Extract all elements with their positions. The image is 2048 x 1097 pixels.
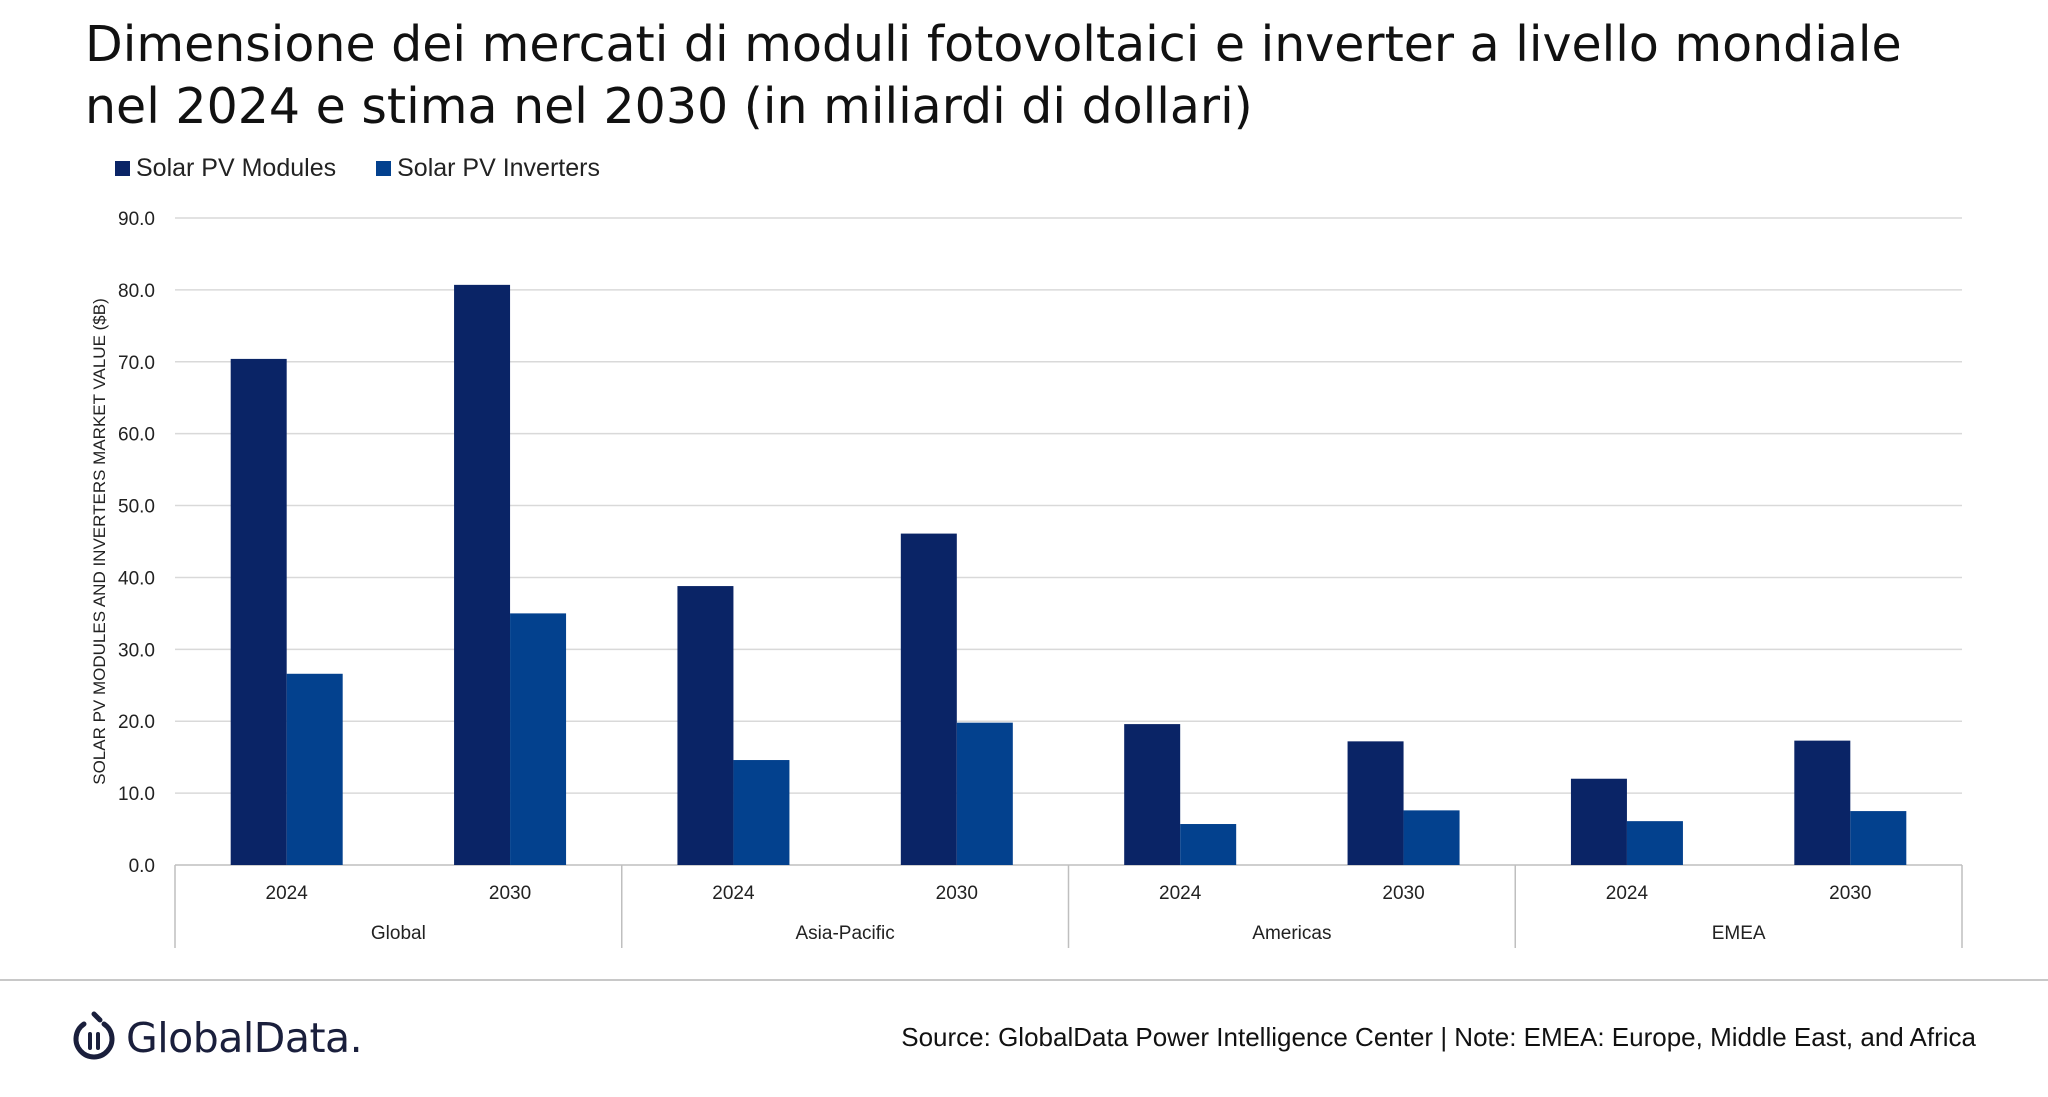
title-line-2: nel 2024 e stima nel 2030 (in miliardi d… — [85, 78, 1253, 135]
x-tick-label: 2024 — [712, 883, 755, 904]
bar-inverters — [1180, 824, 1237, 865]
bar-chart: 0.0 10.0 20.0 30.0 40.0 50.0 60.0 70.0 80.0 90.0 S… — [90, 209, 1963, 948]
legend-label-inverters: Solar PV Inverters — [397, 154, 600, 182]
bar-modules — [900, 533, 957, 865]
bar-inverters — [733, 760, 790, 865]
bar-inverters — [1626, 821, 1683, 865]
legend-item-inverters: Solar PV Inverters — [376, 154, 600, 183]
y-tick-label: 70.0 — [118, 353, 155, 374]
x-tick-label: 2030 — [936, 883, 978, 904]
title-line-1: Dimensione dei mercati di moduli fotovol… — [85, 16, 1902, 73]
group-label: Global — [371, 923, 426, 944]
y-tick-label: 30.0 — [118, 640, 155, 661]
legend-swatch-inverters — [376, 161, 392, 176]
legend-item-modules: Solar PV Modules — [115, 154, 336, 183]
bar-modules — [1794, 740, 1851, 865]
group-label: Americas — [1252, 923, 1331, 944]
y-tick-label: 90.0 — [118, 209, 155, 230]
legend-swatch-modules — [115, 161, 130, 176]
x-tick-label: 2024 — [1159, 883, 1202, 904]
x-tick-label: 2030 — [1829, 883, 1871, 904]
bar-modules — [1347, 741, 1404, 865]
legend-label-modules: Solar PV Modules — [136, 154, 337, 182]
x-tick-label: 2024 — [1606, 883, 1649, 904]
legend: Solar PV Modules Solar PV Inverters — [115, 154, 600, 183]
y-tick-label: 10.0 — [118, 784, 155, 805]
bar-modules — [1124, 724, 1181, 865]
y-axis-label: SOLAR PV MODULES AND INVERTERS MARKET VA… — [90, 298, 109, 785]
x-tick-label: 2030 — [1382, 883, 1424, 904]
bar-inverters — [1403, 810, 1460, 865]
bar-modules — [1570, 778, 1627, 865]
y-tick-label: 20.0 — [118, 712, 155, 733]
globaldata-logo: GlobalData. — [70, 1010, 363, 1066]
chart-title: Dimensione dei mercati di moduli fotovol… — [85, 14, 1985, 138]
globaldata-logo-icon — [73, 1011, 115, 1060]
x-tick-label: 2030 — [489, 883, 531, 904]
bar-inverters — [956, 722, 1013, 865]
bar-inverters — [1850, 811, 1907, 865]
bar-inverters — [510, 613, 567, 865]
bar-inverters — [286, 673, 343, 865]
y-tick-label: 40.0 — [118, 568, 155, 589]
y-tick-label: 80.0 — [118, 281, 155, 302]
y-tick-label: 60.0 — [118, 425, 155, 446]
logo-text: GlobalData. — [126, 1014, 363, 1062]
x-tick-label: 2024 — [266, 883, 309, 904]
y-tick-label: 0.0 — [129, 856, 155, 877]
bar-modules — [677, 586, 734, 865]
source-note: Source: GlobalData Power Intelligence Ce… — [901, 1022, 1976, 1052]
group-label: Asia-Pacific — [796, 923, 895, 944]
bar-modules — [230, 358, 287, 865]
bar-modules — [454, 284, 511, 865]
y-tick-label: 50.0 — [118, 497, 155, 518]
group-label: EMEA — [1712, 923, 1766, 944]
footer-divider — [0, 979, 2048, 981]
